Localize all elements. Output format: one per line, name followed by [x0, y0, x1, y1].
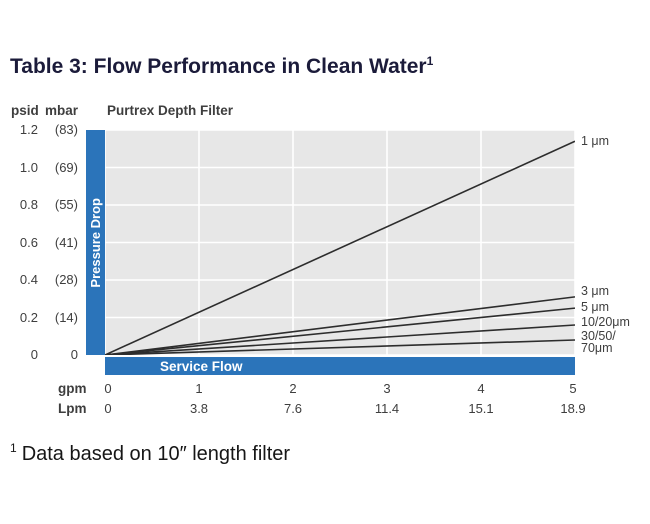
pressure-drop-axis-bar: Pressure Drop — [86, 130, 105, 355]
service-flow-axis-bar: Service Flow — [105, 357, 575, 375]
y-axis-unit-mbar: mbar — [45, 103, 79, 118]
y-tick-row: 0.8 (55) — [0, 197, 80, 213]
series-label-1um: 1 μm — [581, 134, 610, 148]
footnote-superscript: 1 — [10, 441, 17, 455]
x-tick-lpm: 18.9 — [560, 401, 586, 416]
footnote: 1 Data based on 10″ length filter — [10, 441, 290, 466]
x-tick-gpm: 3 — [383, 381, 391, 396]
x-axis-label: Service Flow — [160, 358, 243, 374]
series-label-3um: 3 μm — [581, 284, 610, 298]
y-tick-psid: 0.8 — [19, 197, 38, 212]
y-tick-psid: 0.2 — [19, 309, 38, 325]
page-title-text: Table 3: Flow Performance in Clean Water — [10, 55, 427, 78]
x-tick-gpm: 0 — [104, 381, 112, 396]
y-tick-row: 0.2 (14) — [0, 310, 80, 326]
y-tick-psid: 1.2 — [19, 122, 38, 137]
x-axis-unit-gpm: gpm — [58, 381, 87, 396]
y-tick-psid: 1.0 — [19, 159, 38, 175]
page-title: Table 3: Flow Performance in Clean Water… — [10, 54, 433, 79]
y-tick-psid: 0.4 — [19, 272, 38, 287]
y-tick-row: 1.2 (83) — [0, 122, 80, 138]
series-label-5um: 5 μm — [581, 300, 610, 314]
y-tick-row: 0.4 (28) — [0, 272, 80, 288]
y-axis-label: Pressure Drop — [88, 197, 103, 288]
flow-performance-lines — [105, 130, 575, 355]
series-label-30-50: 30/50/ — [581, 329, 616, 343]
x-tick-lpm: 3.8 — [189, 401, 209, 416]
x-tick-gpm: 4 — [477, 381, 485, 396]
x-tick-gpm: 1 — [195, 381, 203, 396]
x-tick-lpm: 11.4 — [374, 401, 400, 416]
y-tick-row: 0 0 — [0, 347, 80, 363]
x-tick-lpm: 15.1 — [468, 401, 494, 416]
y-axis-ticks: 1.2 (83) 1.0 (69) 0.8 (55) 0.6 (41) 0.4 … — [0, 122, 80, 363]
footnote-text: Data based on 10″ length filter — [21, 442, 291, 465]
y-tick-psid: 0 — [30, 347, 38, 362]
x-tick-gpm: 5 — [569, 381, 577, 396]
x-tick-lpm: 7.6 — [283, 401, 303, 416]
y-tick-row: 1.0 (69) — [0, 160, 80, 176]
series-label-70um: 70μm — [581, 341, 613, 355]
y-tick-mbar: (14) — [54, 309, 78, 325]
chart-title: Purtrex Depth Filter — [107, 103, 234, 118]
x-axis-unit-lpm: Lpm — [58, 401, 87, 416]
series-label-10-20um: 10/20μm — [581, 315, 630, 329]
y-tick-mbar: (41) — [54, 234, 78, 250]
y-tick-mbar: (28) — [54, 272, 78, 287]
y-tick-mbar: 0 — [70, 347, 78, 362]
y-tick-mbar: (69) — [54, 159, 78, 175]
y-tick-psid: 0.6 — [19, 234, 38, 250]
x-tick-lpm: 0 — [104, 401, 112, 416]
y-tick-row: 0.6 (41) — [0, 235, 80, 251]
page-title-superscript: 1 — [426, 54, 434, 68]
x-tick-gpm: 2 — [289, 381, 297, 396]
y-tick-mbar: (83) — [54, 122, 78, 137]
plot-area — [105, 130, 575, 355]
y-tick-mbar: (55) — [54, 197, 78, 212]
y-axis-unit-psid: psid — [11, 103, 39, 118]
